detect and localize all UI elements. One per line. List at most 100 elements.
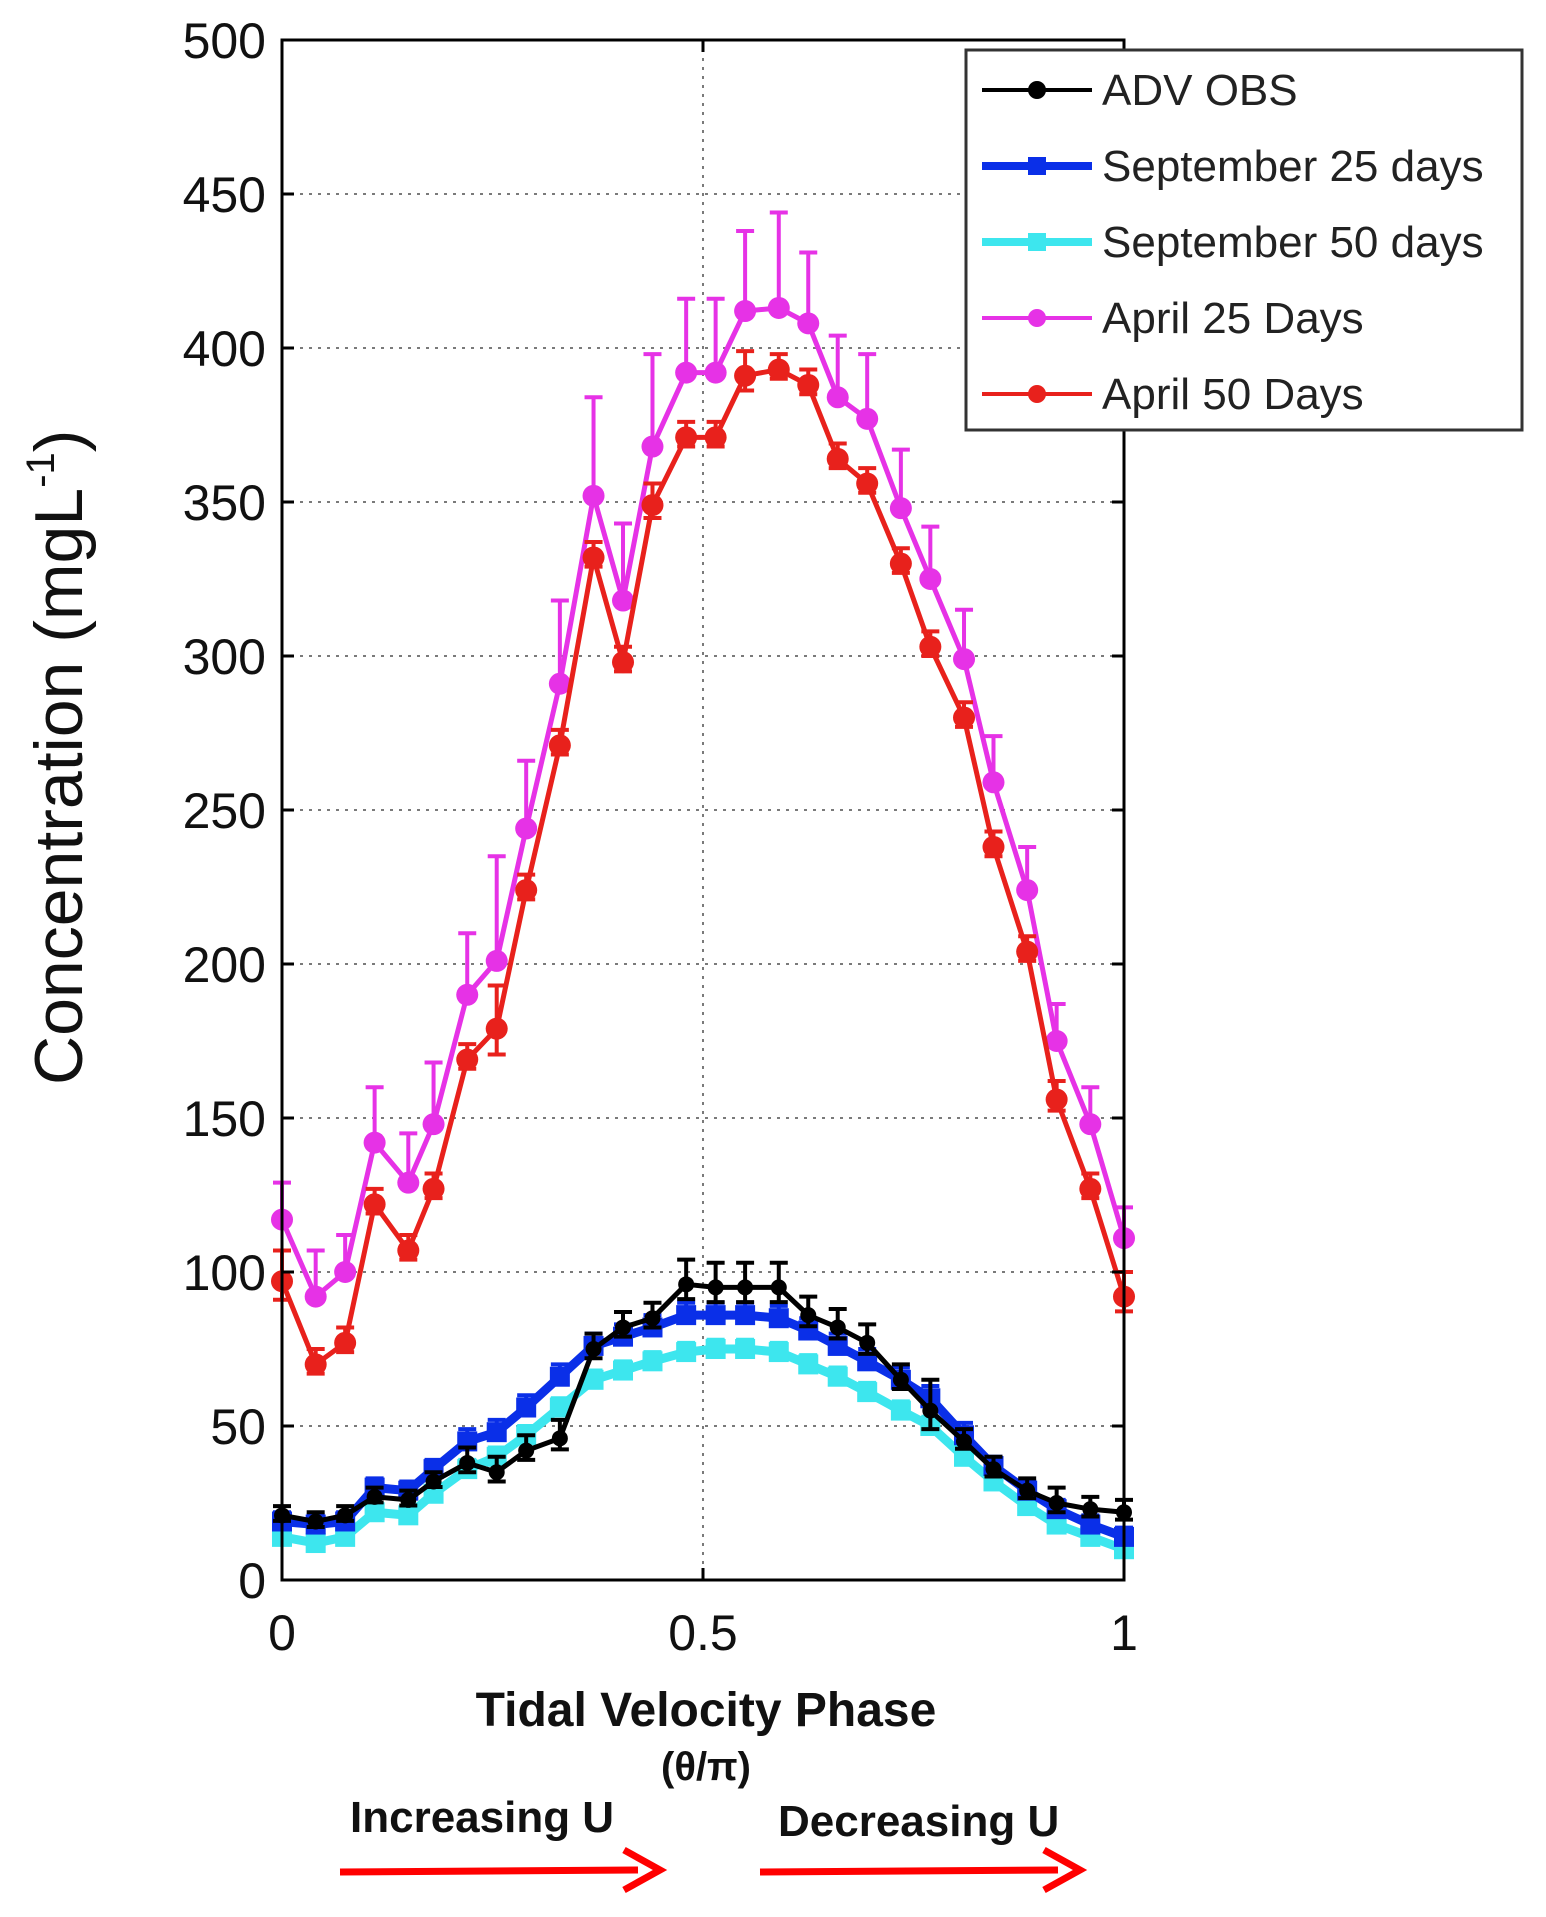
data-point [612, 651, 635, 674]
arrow-shaft [339, 1866, 639, 1876]
x-axis-title: Tidal Velocity Phase [476, 1684, 937, 1737]
y-tick-label: 100 [183, 1245, 266, 1301]
series-adv-obs [273, 1257, 1133, 1530]
data-point [734, 300, 757, 323]
data-point [548, 672, 571, 695]
data-point [705, 1339, 726, 1359]
series-line [279, 305, 1127, 1300]
data-point [985, 1461, 1002, 1478]
legend-label: April 25 Days [1102, 294, 1364, 343]
data-point [456, 1048, 479, 1071]
data-point [337, 1507, 354, 1524]
data-point [704, 361, 727, 384]
data-point [549, 1397, 570, 1418]
legend-label: September 25 days [1102, 142, 1484, 191]
data-point [515, 817, 538, 840]
data-point [827, 1335, 848, 1356]
y-tick-label: 350 [183, 475, 266, 531]
data-point [892, 1371, 909, 1388]
data-point [641, 435, 664, 458]
data-point [583, 1369, 604, 1390]
data-point [982, 771, 1005, 794]
y-tick-label: 400 [183, 321, 266, 377]
data-point [1016, 940, 1039, 963]
y-axis-title: Concentration (mgL-1) [19, 430, 97, 1085]
data-point [1045, 1030, 1068, 1052]
legend-label: ADV OBS [1102, 66, 1298, 115]
legend-item: ADV OBS [982, 66, 1298, 115]
data-point [485, 1017, 508, 1040]
data-point [486, 1422, 507, 1443]
data-point [770, 1279, 787, 1296]
series-line [281, 1310, 1126, 1542]
data-point [953, 706, 976, 729]
data-point [800, 1307, 817, 1324]
data-point [422, 1177, 445, 1200]
data-point [488, 1464, 505, 1481]
data-point [334, 1331, 357, 1354]
data-point [1079, 1177, 1102, 1200]
data-point [734, 364, 757, 387]
data-point [334, 1261, 357, 1283]
data-point [707, 1279, 724, 1296]
y-tick-label: 200 [183, 937, 266, 993]
data-point [363, 1193, 386, 1216]
phase-arrows [339, 1846, 1088, 1894]
data-point [518, 1442, 535, 1459]
x-tick-label: 1 [1110, 1605, 1138, 1661]
x-tick-label: 0 [268, 1605, 296, 1661]
decreasing-u-label: Decreasing U [778, 1797, 1059, 1846]
data-point [1079, 1113, 1102, 1136]
data-point [422, 1113, 445, 1136]
y-tick-label: 150 [183, 1091, 266, 1147]
legend-swatch-marker [1028, 385, 1046, 403]
data-point [857, 1382, 878, 1403]
data-point [982, 835, 1005, 858]
data-point [644, 1310, 661, 1327]
data-point [548, 734, 571, 757]
y-tick-label: 450 [183, 167, 266, 223]
x-tick-label: 0.5 [668, 1605, 738, 1661]
y-axis-title-superscript: -1 [19, 452, 63, 488]
data-point [1016, 879, 1039, 902]
arrow-shaft [759, 1866, 1059, 1876]
legend-item: September 25 days [982, 142, 1484, 191]
data-point [612, 589, 635, 612]
data-point [456, 983, 479, 1006]
data-point [889, 497, 912, 520]
y-tick-label: 500 [183, 13, 266, 69]
data-point [1048, 1495, 1065, 1511]
data-point [305, 1533, 326, 1554]
data-point [397, 1171, 420, 1194]
data-point [919, 635, 942, 658]
data-point [485, 949, 508, 972]
series-line [281, 1281, 1125, 1524]
data-point [641, 494, 664, 517]
legend-label: April 50 Days [1102, 370, 1364, 419]
data-point [829, 1319, 846, 1336]
legend-item: April 50 Days [982, 370, 1364, 419]
data-point [366, 1488, 383, 1505]
data-point [1080, 1514, 1101, 1535]
data-point [613, 1360, 634, 1381]
legend-swatch-marker [1028, 157, 1046, 175]
y-axis-title-close: ) [21, 430, 97, 453]
data-point [1046, 1514, 1067, 1535]
series-line [281, 1344, 1126, 1554]
data-point [767, 358, 790, 381]
data-point [797, 312, 820, 335]
increasing-u-label: Increasing U [350, 1793, 614, 1842]
legend-swatch-marker [1028, 81, 1046, 99]
data-point [797, 373, 820, 396]
series-april-25-days [271, 210, 1135, 1308]
data-point [551, 1430, 568, 1447]
data-point [922, 1402, 939, 1419]
data-point [956, 1433, 973, 1450]
data-point [615, 1319, 632, 1336]
data-point [585, 1341, 602, 1357]
data-point [675, 361, 698, 384]
data-point [890, 1400, 911, 1421]
data-point [642, 1351, 663, 1372]
x-axis-subtitle: (θ/π) [661, 1745, 751, 1789]
